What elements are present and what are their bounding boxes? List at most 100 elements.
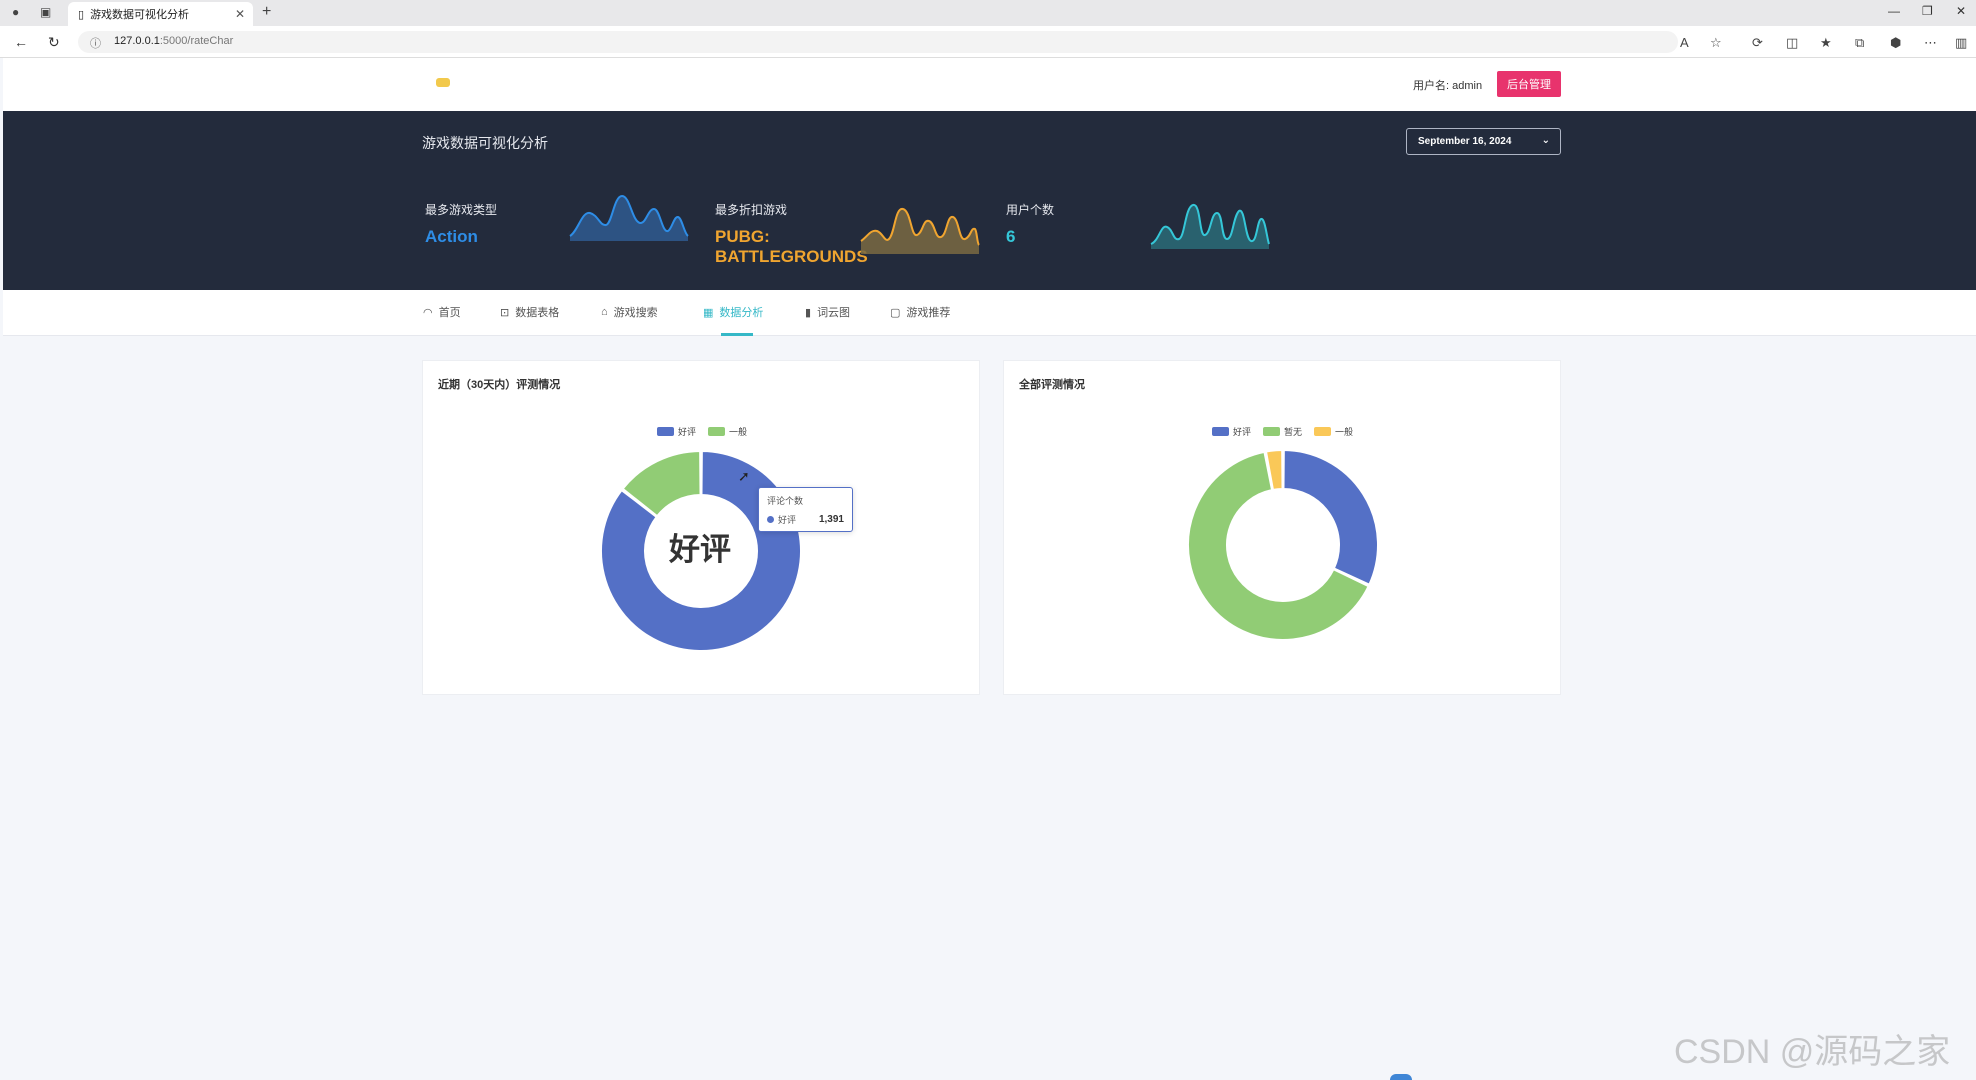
nav-label: 数据表格 [515,307,560,319]
main-nav: ◠ 首页 ⊡ 数据表格 ⌂ 游戏搜索 ▦ 数据分析 ▮ 词云图 ▢ 游戏推荐 [3,290,1976,336]
legend-swatch [1314,427,1332,436]
card-title: 全部评测情况 [1019,379,1085,391]
date-value: September 16, 2024 [1418,136,1512,147]
stat-value-genre: Action [425,227,478,246]
page-icon: ▯ [78,8,85,21]
url-path: :5000/rateChar [159,35,234,47]
page-title: 游戏数据可视化分析 [422,135,548,151]
legend-label: 一般 [1335,427,1354,437]
close-window-icon[interactable]: ✕ [1956,4,1967,18]
browser-tab-bar: ● ▣ ▯ 游戏数据可视化分析 ✕ + — ❐ ✕ [0,0,1976,26]
tab-title: 游戏数据可视化分析 [90,9,190,21]
tooltip-row: 好评 1,391 [767,513,844,526]
all-review-card: 全部评测情况 好评 暂无 一般 [1003,360,1561,695]
slice-average[interactable] [1264,448,1284,492]
logo-icon[interactable] [436,78,450,87]
site-info-icon[interactable]: ⓘ [90,38,101,50]
profile-icon[interactable]: ● [12,5,20,19]
legend-item-good[interactable]: 好评 [1212,425,1251,438]
hero-panel: 游戏数据可视化分析 September 16, 2024 ⌄ 最多游戏类型 Ac… [3,111,1976,290]
legend-item-average[interactable]: 一般 [708,425,747,438]
sparkline-users [1150,204,1270,249]
chart-tooltip: 评论个数 好评 1,391 [758,487,853,532]
stat-label-genre: 最多游戏类型 [425,203,498,217]
legend-label: 暂无 [1284,427,1303,437]
donut-center-label: 好评 [669,532,731,567]
slice-good[interactable] [1282,448,1379,587]
briefcase-icon: ⊡ [500,306,510,319]
extension-icon[interactable]: ⬢ [1890,35,1902,50]
legend-swatch [708,427,726,436]
nav-item-home[interactable]: ◠ 首页 [423,304,461,320]
stat-value-discount: PUBG: BATTLEGROUNDS [715,227,868,266]
new-tab-icon[interactable]: + [262,3,272,20]
username-label: 用户名: admin [1413,80,1483,92]
legend-item-good[interactable]: 好评 [657,425,696,438]
nav-item-data-table[interactable]: ⊡ 数据表格 [500,304,559,320]
split-screen-icon[interactable]: ◫ [1786,35,1799,50]
chart-legend: 好评 一般 [657,425,747,438]
collections-icon[interactable]: ⧉ [1855,35,1865,50]
url-field[interactable]: ⓘ 127.0.0.1:5000/rateChar [78,31,1678,53]
legend-label: 好评 [678,427,697,437]
nav-item-recommend[interactable]: ▢ 游戏推荐 [890,304,950,320]
legend-label: 一般 [729,427,748,437]
more-icon[interactable]: ⋯ [1924,35,1937,50]
slice-none[interactable] [1187,450,1370,641]
favorites-icon[interactable]: ★ [1820,35,1832,50]
restore-icon[interactable]: ❐ [1922,4,1933,18]
admin-button[interactable]: 后台管理 [1497,71,1561,97]
site-header: 用户名: admin 后台管理 [3,58,1976,111]
legend-label: 好评 [1233,427,1252,437]
stat-label-users: 用户个数 [1006,203,1055,217]
mouse-cursor-icon: ➚ [738,468,750,484]
card-title: 近期（30天内）评测情况 [438,379,561,391]
nav-label: 首页 [438,307,461,319]
nav-label: 词云图 [817,307,851,319]
slice-good[interactable] [600,449,802,652]
date-select[interactable]: September 16, 2024 ⌄ [1406,128,1561,155]
legend-swatch [1263,427,1281,436]
sparkline-discount [860,208,980,254]
read-aloud-icon[interactable]: A [1680,35,1689,50]
nav-label: 数据分析 [719,307,764,319]
close-tab-icon[interactable]: ✕ [234,7,245,21]
legend-swatch [657,427,674,436]
calendar-icon: ▢ [890,306,901,319]
minimize-icon[interactable]: — [1888,4,1900,18]
favorite-star-icon[interactable]: ☆ [1710,35,1722,50]
all-review-donut [1187,448,1379,641]
legend-item-average[interactable]: 一般 [1314,425,1353,438]
dashboard-icon: ◠ [423,306,433,319]
tooltip-value: 1,391 [818,514,844,525]
chevron-down-icon: ⌄ [1541,135,1550,146]
chart-legend: 好评 暂无 一般 [1212,425,1353,438]
refresh-ext-icon[interactable]: ⟳ [1752,35,1763,50]
rocket-icon: ⌂ [601,306,608,318]
reload-icon[interactable]: ↻ [48,34,60,50]
nav-item-word-cloud[interactable]: ▮ 词云图 [805,304,850,320]
recent-review-donut [600,449,802,652]
grid-icon: ▦ [703,306,714,319]
legend-item-none[interactable]: 暂无 [1263,425,1302,438]
slice-average[interactable] [621,449,702,518]
url-host: 127.0.0.1 [114,35,160,47]
nav-label: 游戏搜索 [613,307,658,319]
watermark: CSDN @源码之家 [1674,1033,1951,1071]
sparkline-genre [569,194,689,241]
tooltip-name: 好评 [778,515,797,525]
tooltip-dot [767,516,774,523]
nav-item-data-analysis[interactable]: ▦ 数据分析 [703,304,763,320]
tab-actions-icon[interactable]: ▣ [40,5,52,19]
stat-label-discount: 最多折扣游戏 [715,203,788,217]
active-tab-indicator [721,333,753,336]
sidebar-icon[interactable]: ▥ [1955,35,1968,50]
tooltip-title: 评论个数 [767,496,804,506]
recent-review-card: 近期（30天内）评测情况 好评 一般 好评 [422,360,980,695]
nav-label: 游戏推荐 [906,307,951,319]
nav-item-game-search[interactable]: ⌂ 游戏搜索 [601,304,658,320]
back-icon[interactable]: ← [14,34,28,50]
stat-value-users: 6 [1006,227,1016,246]
browser-tab[interactable]: ▯ 游戏数据可视化分析 ✕ [68,2,253,26]
bar-chart-icon: ▮ [805,306,812,319]
